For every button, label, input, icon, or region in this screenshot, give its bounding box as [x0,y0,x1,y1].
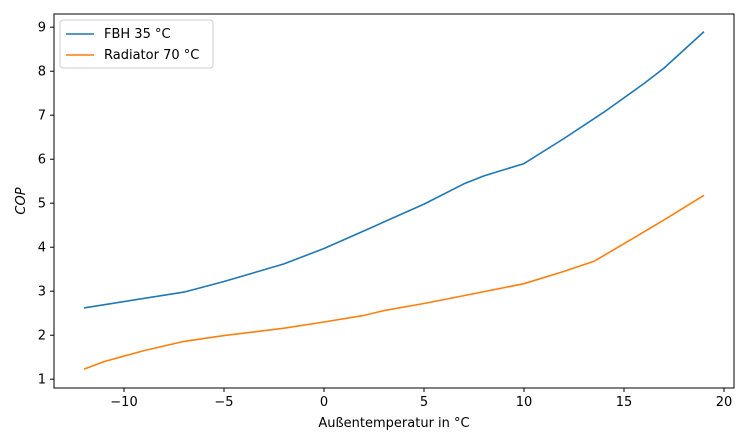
y-tick-label: 4 [38,241,46,256]
y-tick-label: 8 [38,65,46,80]
series-layer [83,31,705,370]
y-tick-label: 1 [38,373,46,388]
y-tick-label: 6 [38,153,46,168]
series-line-1 [83,194,705,370]
plot-area [54,14,734,388]
y-axis-ticks: 1 2 3 4 5 6 7 8 9 [38,21,54,388]
x-axis-ticks: −10 −5 0 5 10 15 20 [110,388,732,410]
x-tick-label: −5 [214,395,233,410]
y-tick-label: 3 [38,285,46,300]
y-axis-label: COP [14,187,29,214]
legend-box [59,19,214,69]
legend-label-radiator: Radiator 70 °C [104,48,199,63]
y-tick-label: 2 [38,329,46,344]
x-tick-label: 20 [716,395,733,410]
legend-label-fbh: FBH 35 °C [104,27,171,42]
series-line-0 [83,31,705,309]
x-axis-label: Außentemperatur in °C [318,416,469,431]
legend: FBH 35 °C Radiator 70 °C [59,19,214,69]
x-tick-label: 0 [320,395,328,410]
y-tick-label: 5 [38,197,46,212]
x-tick-label: 10 [516,395,533,410]
y-tick-label: 9 [38,21,46,36]
plot-frame [53,13,735,389]
y-tick-label: 7 [38,109,46,124]
x-tick-label: 15 [616,395,633,410]
x-tick-label: 5 [420,395,428,410]
x-tick-label: −10 [110,395,137,410]
